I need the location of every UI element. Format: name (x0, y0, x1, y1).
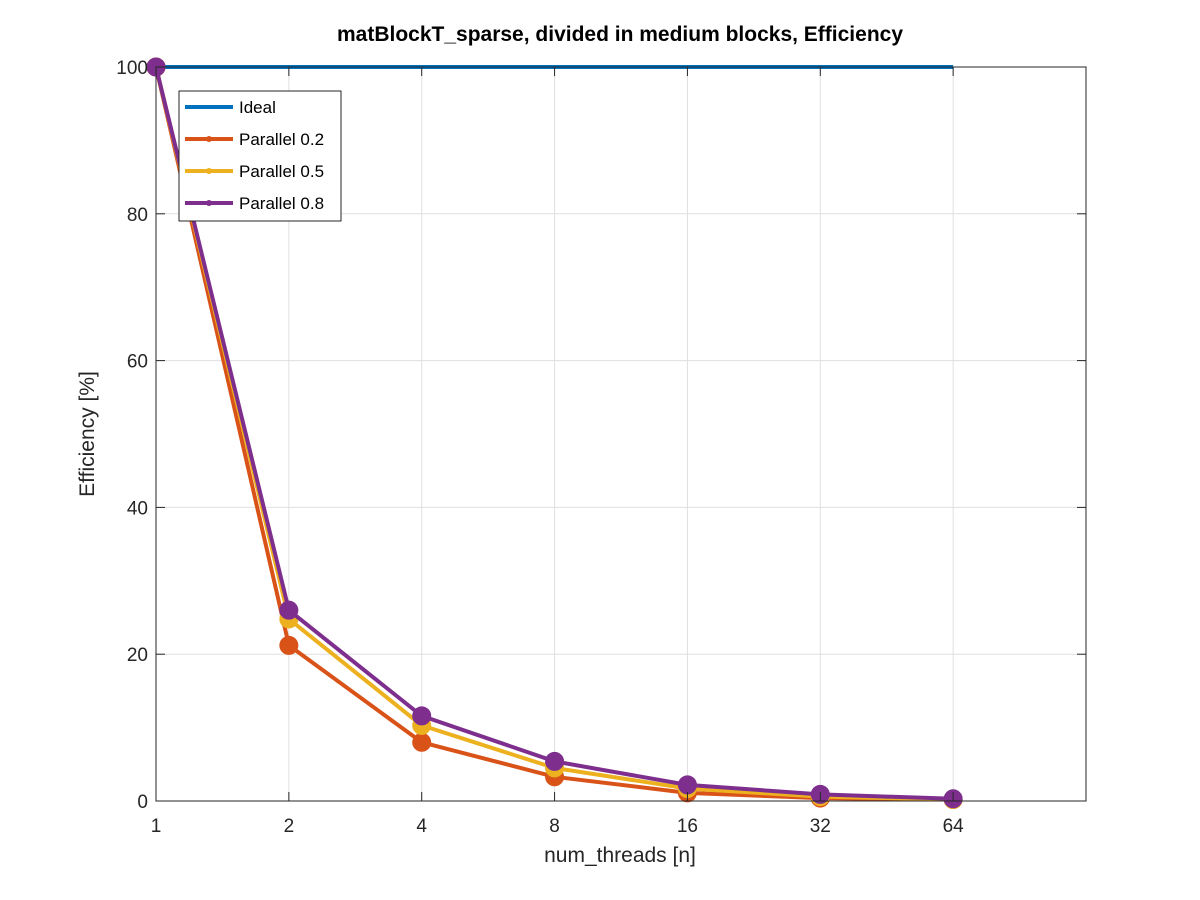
data-point-parallel-0-8 (412, 706, 432, 726)
legend-box (178, 90, 342, 222)
chart-title: matBlockT_sparse, divided in medium bloc… (337, 23, 903, 46)
data-point-parallel-0-8 (677, 775, 697, 795)
x-tick-label: 32 (810, 816, 831, 837)
x-tick-label: 16 (677, 816, 698, 837)
y-tick-label: 60 (127, 352, 148, 373)
y-tick-label: 100 (116, 58, 148, 79)
tick-labels: 1 2 4 8 16 32 64 0 20 40 60 80 100 (116, 58, 964, 837)
data-point-parallel-0-2 (412, 732, 432, 752)
data-point-parallel-0-8 (545, 751, 565, 771)
legend-label-parallel-0-5: Parallel 0.5 (239, 162, 324, 181)
y-tick-label: 0 (137, 792, 148, 813)
x-tick-label: 1 (151, 816, 162, 837)
legend-marker-parallel-0-5 (206, 168, 212, 174)
x-tick-label: 4 (416, 816, 427, 837)
legend-label-ideal: Ideal (239, 98, 276, 117)
axes-box (155, 66, 1087, 802)
y-tick-label: 20 (127, 645, 148, 666)
x-tick-label: 64 (943, 816, 965, 837)
data-point-parallel-0-2 (279, 635, 299, 655)
x-tick-label: 2 (284, 816, 295, 837)
x-axis-label: num_threads [n] (544, 844, 696, 867)
y-axis-label: Efficiency [%] (76, 371, 99, 497)
y-tick-label: 40 (127, 498, 148, 519)
legend-marker-parallel-0-2 (206, 136, 212, 142)
legend-marker-parallel-0-8 (206, 200, 212, 206)
tick-marks (155, 66, 1086, 802)
data-point-parallel-0-8 (279, 600, 299, 620)
x-tick-label: 8 (549, 816, 560, 837)
legend-label-parallel-0-8: Parallel 0.8 (239, 194, 324, 213)
legend: Ideal Parallel 0.2 Parallel 0.5 Parallel 0.… (178, 90, 342, 222)
legend-label-parallel-0-2: Parallel 0.2 (239, 130, 324, 149)
y-tick-label: 80 (127, 205, 148, 226)
